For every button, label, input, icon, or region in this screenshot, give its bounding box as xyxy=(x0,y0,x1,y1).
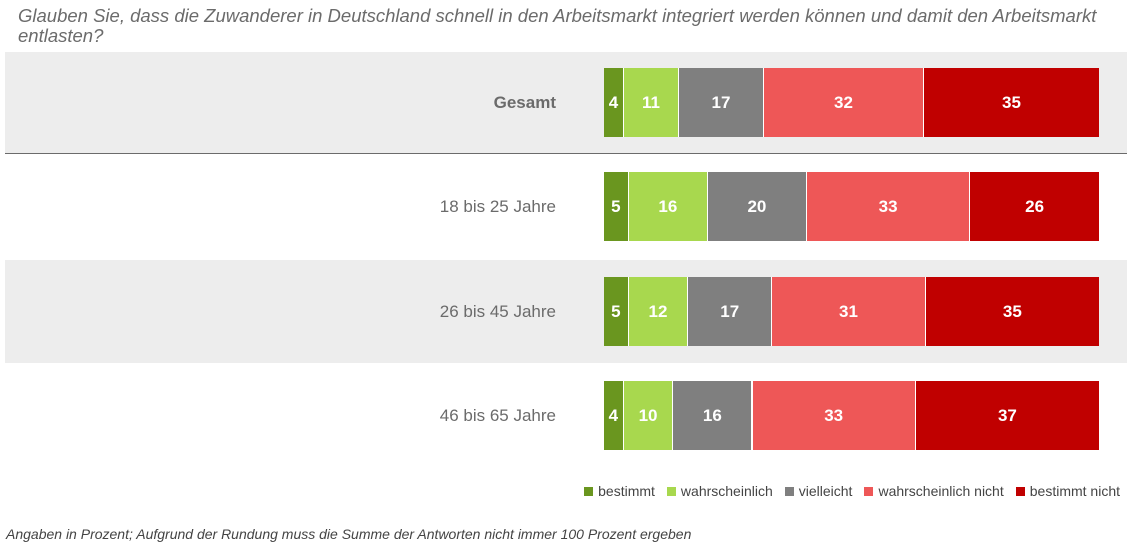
data-label: 11 xyxy=(642,92,660,112)
bar-segment: 4 xyxy=(604,381,624,450)
legend-swatch xyxy=(584,486,594,496)
stacked-bar: 4 10 16 33 37 xyxy=(604,381,1099,450)
legend-swatch xyxy=(784,486,794,496)
data-label: 16 xyxy=(658,196,678,216)
chart-legend: bestimmt wahrscheinlich vielleicht wahrsche… xyxy=(572,483,1120,499)
data-label: 33 xyxy=(878,196,898,216)
data-label: 4 xyxy=(608,405,619,425)
legend-label: wahrscheinlich xyxy=(680,483,773,499)
bar-segment: 33 xyxy=(752,381,916,450)
bar-segment: 17 xyxy=(679,68,764,137)
data-label: 33 xyxy=(824,405,844,425)
stacked-bar: 5 12 17 31 35 xyxy=(604,277,1099,346)
data-label: 5 xyxy=(611,196,621,216)
legend-label: wahrscheinlich nicht xyxy=(878,483,1004,499)
bar-segment: 35 xyxy=(925,277,1099,346)
data-label: 12 xyxy=(648,301,668,321)
row-separator xyxy=(5,153,1127,154)
bar-segment: 26 xyxy=(970,172,1099,241)
bar-segment: 17 xyxy=(688,277,773,346)
data-label: 16 xyxy=(702,405,722,425)
legend-item: bestimmt nicht xyxy=(1015,483,1120,499)
bar-segment: 31 xyxy=(772,277,926,346)
data-label: 20 xyxy=(747,196,767,216)
legend-item: vielleicht xyxy=(784,483,853,499)
category-label: 26 bis 45 Jahre xyxy=(439,302,556,321)
legend-swatch xyxy=(864,486,874,496)
data-label: 35 xyxy=(1002,301,1022,321)
data-label: 35 xyxy=(1002,92,1021,112)
legend-label: vielleicht xyxy=(798,483,853,499)
bar-segment: 32 xyxy=(764,68,924,137)
bar-segment: 35 xyxy=(924,68,1099,137)
category-label: Gesamt xyxy=(493,93,556,112)
data-label: 17 xyxy=(711,92,731,112)
data-label: 37 xyxy=(997,405,1017,425)
legend-label: bestimmt xyxy=(598,483,655,499)
legend-swatch xyxy=(666,486,676,496)
category-label: 18 bis 25 Jahre xyxy=(439,197,556,216)
data-label: 26 xyxy=(1025,196,1045,216)
legend-swatch xyxy=(1015,486,1025,496)
data-label: 31 xyxy=(839,301,858,321)
chart-title: Glauben Sie, dass die Zuwanderer in Deut… xyxy=(18,5,1097,46)
bar-segment: 4 xyxy=(604,68,624,137)
bar-segment: 37 xyxy=(915,381,1099,450)
bar-segment: 20 xyxy=(707,172,807,241)
stacked-bar: 4 11 17 32 35 xyxy=(604,68,1099,137)
bar-segment: 10 xyxy=(623,381,674,450)
legend-item: wahrscheinlich nicht xyxy=(864,483,1004,499)
data-label: 5 xyxy=(611,301,621,321)
stacked-bar: 5 16 20 33 26 xyxy=(604,172,1099,241)
bar-segment: 16 xyxy=(673,381,753,450)
bar-segment: 11 xyxy=(624,68,679,137)
bar-segment: 12 xyxy=(628,277,689,346)
legend-item: wahrscheinlich xyxy=(666,483,773,499)
data-label: 17 xyxy=(720,301,740,321)
chart-footnote: Angaben in Prozent; Aufgrund der Rundung… xyxy=(6,526,692,542)
bar-segment: 5 xyxy=(604,277,629,346)
legend-label: bestimmt nicht xyxy=(1029,483,1120,499)
data-label: 10 xyxy=(638,405,658,425)
legend-item: bestimmt xyxy=(584,483,655,499)
data-label: 4 xyxy=(608,92,619,112)
data-label: 32 xyxy=(834,92,853,112)
bar-segment: 5 xyxy=(604,172,629,241)
category-label: 46 bis 65 Jahre xyxy=(439,406,556,425)
bar-segment: 33 xyxy=(806,172,971,241)
bar-segment: 16 xyxy=(628,172,708,241)
